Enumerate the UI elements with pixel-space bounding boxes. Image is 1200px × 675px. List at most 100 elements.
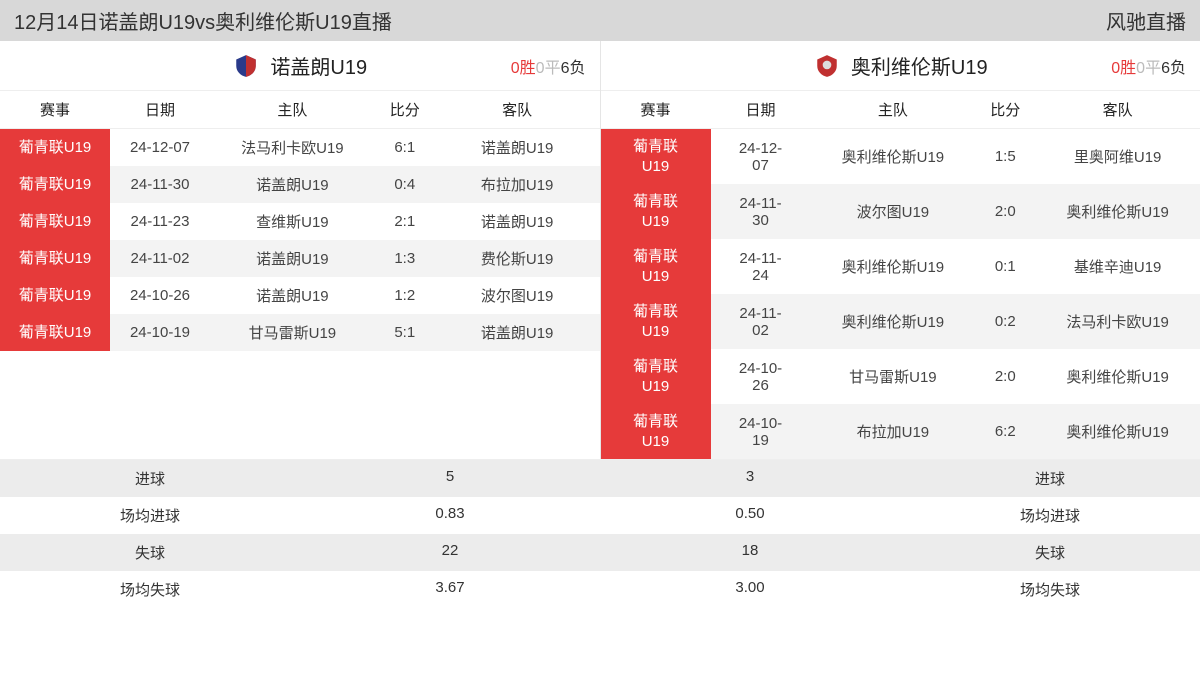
col-score: 比分 bbox=[375, 91, 435, 128]
stats-section: 进球5 场均进球0.83 失球22 场均失球3.67 3进球 0.50场均进球 … bbox=[0, 459, 1200, 608]
stats-value: 3.00 bbox=[600, 571, 900, 608]
col-home: 主队 bbox=[210, 91, 375, 128]
match-home: 奥利维伦斯U19 bbox=[811, 129, 976, 184]
match-row[interactable]: 葡青联U1924-11-30诺盖朗U190:4布拉加U19 bbox=[0, 166, 600, 203]
match-league: 葡青联U19 bbox=[0, 277, 110, 314]
match-away: 奥利维伦斯U19 bbox=[1035, 404, 1200, 459]
col-league: 赛事 bbox=[0, 91, 110, 128]
stats-value: 5 bbox=[300, 460, 600, 497]
match-league: 葡青联 U19 bbox=[601, 349, 711, 404]
match-score: 6:1 bbox=[375, 129, 435, 166]
stats-value: 0.50 bbox=[600, 497, 900, 534]
match-away: 诺盖朗U19 bbox=[435, 129, 600, 166]
match-league: 葡青联 U19 bbox=[601, 184, 711, 239]
stats-row: 场均进球0.83 bbox=[0, 497, 600, 534]
match-row[interactable]: 葡青联U1924-11-02诺盖朗U191:3费伦斯U19 bbox=[0, 240, 600, 277]
stats-value: 0.83 bbox=[300, 497, 600, 534]
right-match-list: 葡青联 U1924-12- 07奥利维伦斯U191:5里奥阿维U19葡青联 U1… bbox=[601, 129, 1200, 459]
match-date: 24-11- 02 bbox=[711, 294, 811, 349]
right-panel: 奥利维伦斯U19 0胜0平6负 赛事 日期 主队 比分 客队 葡青联 U1924… bbox=[601, 41, 1200, 459]
col-date: 日期 bbox=[110, 91, 210, 128]
match-home: 查维斯U19 bbox=[210, 203, 375, 240]
col-away: 客队 bbox=[1035, 91, 1200, 128]
left-match-list: 葡青联U1924-12-07法马利卡欧U196:1诺盖朗U19葡青联U1924-… bbox=[0, 129, 600, 351]
match-home: 甘马雷斯U19 bbox=[811, 349, 976, 404]
right-team-header: 奥利维伦斯U19 0胜0平6负 bbox=[601, 41, 1200, 91]
match-date: 24-10-26 bbox=[110, 277, 210, 314]
match-league: 葡青联U19 bbox=[0, 203, 110, 240]
match-row[interactable]: 葡青联U1924-12-07法马利卡欧U196:1诺盖朗U19 bbox=[0, 129, 600, 166]
left-wins: 0 bbox=[511, 60, 520, 77]
col-away: 客队 bbox=[435, 91, 600, 128]
match-date: 24-12- 07 bbox=[711, 129, 811, 184]
match-score: 6:2 bbox=[975, 404, 1035, 459]
match-date: 24-11- 24 bbox=[711, 239, 811, 294]
right-wins: 0 bbox=[1111, 60, 1120, 77]
match-score: 5:1 bbox=[375, 314, 435, 351]
match-row[interactable]: 葡青联 U1924-10- 19布拉加U196:2奥利维伦斯U19 bbox=[601, 404, 1200, 459]
match-home: 奥利维伦斯U19 bbox=[811, 294, 976, 349]
left-team-name: 诺盖朗U19 bbox=[270, 51, 367, 80]
stats-row: 场均失球3.67 bbox=[0, 571, 600, 608]
match-away: 奥利维伦斯U19 bbox=[1035, 349, 1200, 404]
match-score: 2:0 bbox=[975, 184, 1035, 239]
stats-row: 3进球 bbox=[600, 460, 1200, 497]
match-away: 基维辛迪U19 bbox=[1035, 239, 1200, 294]
match-home: 布拉加U19 bbox=[811, 404, 976, 459]
stats-right: 3进球 0.50场均进球 18失球 3.00场均失球 bbox=[600, 460, 1200, 608]
match-league: 葡青联U19 bbox=[0, 314, 110, 351]
left-column-headers: 赛事 日期 主队 比分 客队 bbox=[0, 91, 600, 129]
stats-label: 场均进球 bbox=[900, 497, 1200, 534]
match-date: 24-11- 30 bbox=[711, 184, 811, 239]
match-row[interactable]: 葡青联 U1924-10- 26甘马雷斯U192:0奥利维伦斯U19 bbox=[601, 349, 1200, 404]
stats-label: 场均失球 bbox=[0, 571, 300, 608]
left-wdl: 0胜0平6负 bbox=[511, 54, 586, 78]
match-home: 诺盖朗U19 bbox=[210, 240, 375, 277]
match-row[interactable]: 葡青联 U1924-12- 07奥利维伦斯U191:5里奥阿维U19 bbox=[601, 129, 1200, 184]
match-score: 0:1 bbox=[975, 239, 1035, 294]
shield-icon bbox=[813, 52, 841, 80]
right-team-name: 奥利维伦斯U19 bbox=[851, 51, 988, 80]
match-league: 葡青联U19 bbox=[0, 129, 110, 166]
match-date: 24-11-23 bbox=[110, 203, 210, 240]
col-score: 比分 bbox=[975, 91, 1035, 128]
match-score: 0:2 bbox=[975, 294, 1035, 349]
match-date: 24-10- 19 bbox=[711, 404, 811, 459]
match-row[interactable]: 葡青联 U1924-11- 24奥利维伦斯U190:1基维辛迪U19 bbox=[601, 239, 1200, 294]
col-home: 主队 bbox=[811, 91, 976, 128]
main-content: 诺盖朗U19 0胜0平6负 赛事 日期 主队 比分 客队 葡青联U1924-12… bbox=[0, 41, 1200, 459]
right-draws: 0 bbox=[1136, 60, 1145, 77]
site-brand: 风驰直播 bbox=[1106, 6, 1186, 35]
stats-left: 进球5 场均进球0.83 失球22 场均失球3.67 bbox=[0, 460, 600, 608]
stats-row: 0.50场均进球 bbox=[600, 497, 1200, 534]
match-row[interactable]: 葡青联 U1924-11- 02奥利维伦斯U190:2法马利卡欧U19 bbox=[601, 294, 1200, 349]
left-panel: 诺盖朗U19 0胜0平6负 赛事 日期 主队 比分 客队 葡青联U1924-12… bbox=[0, 41, 601, 459]
match-home: 波尔图U19 bbox=[811, 184, 976, 239]
stats-value: 3 bbox=[600, 460, 900, 497]
match-league: 葡青联U19 bbox=[0, 240, 110, 277]
shield-icon bbox=[232, 52, 260, 80]
match-home: 诺盖朗U19 bbox=[210, 277, 375, 314]
match-row[interactable]: 葡青联U1924-10-26诺盖朗U191:2波尔图U19 bbox=[0, 277, 600, 314]
stats-label: 进球 bbox=[900, 460, 1200, 497]
match-date: 24-11-02 bbox=[110, 240, 210, 277]
match-away: 法马利卡欧U19 bbox=[1035, 294, 1200, 349]
match-row[interactable]: 葡青联U1924-11-23查维斯U192:1诺盖朗U19 bbox=[0, 203, 600, 240]
stats-row: 18失球 bbox=[600, 534, 1200, 571]
right-wdl: 0胜0平6负 bbox=[1111, 54, 1186, 78]
match-league: 葡青联 U19 bbox=[601, 404, 711, 459]
col-date: 日期 bbox=[711, 91, 811, 128]
match-row[interactable]: 葡青联 U1924-11- 30波尔图U192:0奥利维伦斯U19 bbox=[601, 184, 1200, 239]
match-date: 24-10-19 bbox=[110, 314, 210, 351]
match-score: 2:1 bbox=[375, 203, 435, 240]
match-home: 诺盖朗U19 bbox=[210, 166, 375, 203]
left-draws: 0 bbox=[536, 60, 545, 77]
match-away: 诺盖朗U19 bbox=[435, 314, 600, 351]
match-league: 葡青联 U19 bbox=[601, 239, 711, 294]
match-row[interactable]: 葡青联U1924-10-19甘马雷斯U195:1诺盖朗U19 bbox=[0, 314, 600, 351]
stats-row: 3.00场均失球 bbox=[600, 571, 1200, 608]
match-score: 1:5 bbox=[975, 129, 1035, 184]
title-bar: 12月14日诺盖朗U19vs奥利维伦斯U19直播 风驰直播 bbox=[0, 0, 1200, 41]
page-title: 12月14日诺盖朗U19vs奥利维伦斯U19直播 bbox=[14, 6, 392, 35]
stats-label: 场均进球 bbox=[0, 497, 300, 534]
